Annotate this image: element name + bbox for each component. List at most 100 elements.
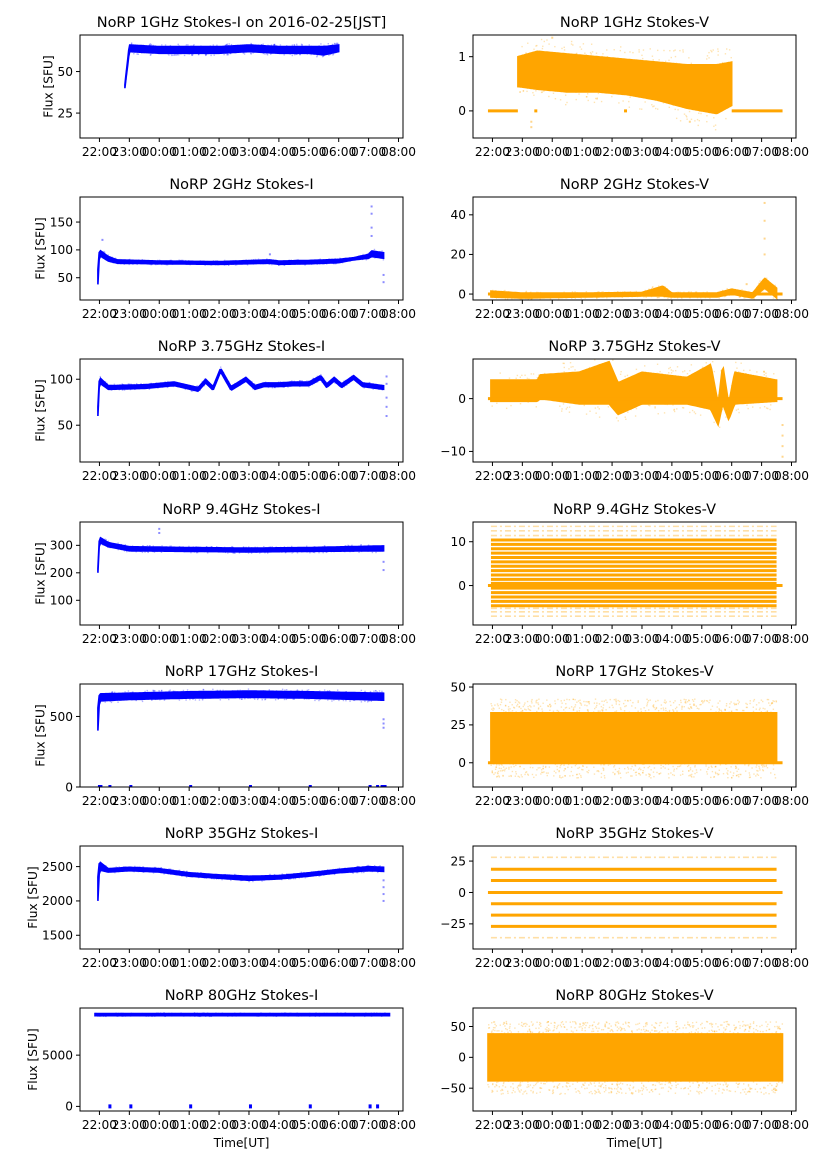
data-point [597, 1088, 599, 1091]
data-point [698, 1084, 700, 1086]
data-point [689, 411, 691, 414]
data-point [647, 766, 649, 769]
data-point [548, 766, 551, 768]
x-tick-label: 06:00 [321, 1118, 356, 1132]
data-point [739, 1027, 741, 1029]
data-point [526, 1023, 528, 1026]
data-point [644, 710, 647, 712]
data-point [657, 413, 659, 415]
data-point [705, 1020, 708, 1023]
data-point [608, 1027, 610, 1030]
x-tick-label: 08:00 [774, 632, 809, 646]
data-point [652, 705, 655, 708]
data-point [539, 1087, 542, 1089]
data-point [205, 53, 207, 55]
data-point [697, 1031, 699, 1033]
data-point [715, 765, 717, 768]
data-point [524, 374, 526, 376]
data-point [710, 1024, 713, 1026]
data-point [676, 1025, 679, 1028]
data-point [610, 1091, 612, 1094]
data-point [620, 1088, 622, 1090]
data-point [523, 1022, 525, 1025]
data-point [620, 371, 622, 373]
data-point [505, 1027, 507, 1030]
data-point [527, 708, 530, 710]
data-point [687, 1023, 689, 1026]
x-tick-label: 08:00 [774, 1118, 809, 1132]
x-tick-label: 08:00 [774, 469, 809, 483]
data-point [552, 1081, 554, 1083]
data-point [647, 773, 650, 775]
data-point [681, 770, 684, 773]
x-tick-label: 23:00 [112, 1118, 147, 1132]
data-point [751, 1087, 753, 1090]
data-point [681, 773, 684, 775]
data-point [142, 871, 145, 873]
data-point [509, 1025, 511, 1028]
data-outlier [268, 253, 271, 256]
data-point [615, 1021, 617, 1024]
data-point [494, 1023, 496, 1026]
data-point [344, 545, 346, 547]
data-point [684, 700, 687, 703]
data-point [563, 49, 566, 51]
data-point [604, 1024, 607, 1027]
data-point [521, 298, 524, 300]
data-point [336, 43, 338, 45]
data-point [667, 1082, 670, 1084]
data-point [177, 43, 179, 46]
data-point [775, 1085, 777, 1088]
data-point [107, 254, 109, 256]
data-point [296, 552, 299, 554]
data-point [146, 545, 149, 547]
data-point [725, 767, 728, 770]
x-tick-label: 23:00 [505, 956, 540, 970]
data-point [621, 1083, 624, 1085]
data-point [566, 1086, 568, 1088]
data-point [627, 700, 629, 702]
data-point [598, 408, 600, 410]
data-point [772, 768, 775, 770]
data-point [692, 1082, 694, 1084]
data-point [706, 55, 709, 57]
data-point [494, 768, 497, 771]
data-point [523, 704, 526, 706]
data-point [754, 1088, 757, 1090]
data-point [569, 775, 571, 777]
data-point [252, 52, 254, 54]
data-point [308, 44, 310, 46]
data-point [615, 698, 617, 700]
data-point [287, 386, 289, 388]
data-point [226, 54, 228, 56]
data-point [659, 370, 661, 373]
data-point [520, 1024, 523, 1027]
x-tick-label: 04:00 [654, 1118, 689, 1132]
data-point [601, 710, 604, 712]
data-point [674, 1092, 677, 1094]
data-point [524, 702, 526, 704]
data-point [155, 866, 157, 869]
data-point [729, 1030, 731, 1033]
data-point [149, 43, 151, 45]
data-point [778, 1027, 781, 1029]
data-point [508, 775, 510, 777]
data-point [550, 705, 552, 707]
data-point [166, 264, 169, 266]
data-point [576, 52, 578, 55]
data-point [609, 698, 611, 701]
data-point [123, 866, 125, 868]
data-point [762, 769, 764, 771]
data-point [722, 1084, 725, 1086]
data-point [747, 1024, 749, 1026]
data-point [176, 54, 178, 56]
data-point [649, 48, 651, 50]
x-tick-label: 08:00 [381, 469, 416, 483]
data-point [640, 768, 642, 771]
data-point [492, 1083, 494, 1085]
data-point [546, 774, 548, 777]
data-point [541, 47, 544, 50]
data-point [172, 54, 174, 57]
data-outlier [781, 455, 784, 458]
data-point [597, 710, 600, 712]
